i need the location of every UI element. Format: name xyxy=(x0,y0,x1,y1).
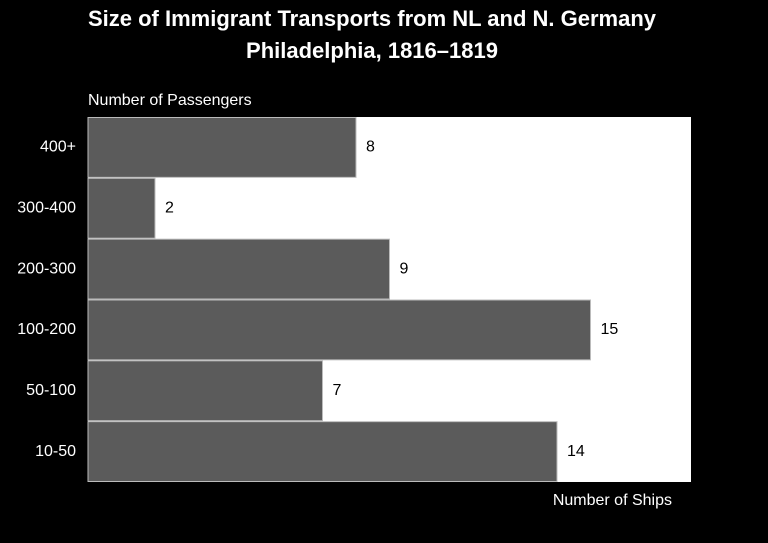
x-axis-label: Number of Ships xyxy=(553,492,672,509)
bar xyxy=(87,117,357,178)
value-label: 15 xyxy=(601,321,619,338)
chart-title: Size of Immigrant Transports from NL and… xyxy=(88,6,657,31)
y-tick-label: 400+ xyxy=(40,139,76,156)
bar xyxy=(87,360,323,422)
value-label: 9 xyxy=(400,260,409,277)
y-tick-label: 200-300 xyxy=(17,260,76,277)
value-label: 14 xyxy=(567,443,585,460)
bar xyxy=(87,421,558,482)
y-axis-label: Number of Passengers xyxy=(88,92,252,109)
bar xyxy=(87,177,156,239)
y-tick-label: 50-100 xyxy=(26,382,76,399)
value-label: 8 xyxy=(366,139,375,156)
value-label: 2 xyxy=(165,199,174,216)
chart-subtitle: Philadelphia, 1816–1819 xyxy=(246,38,498,63)
bar xyxy=(87,238,390,300)
bar xyxy=(87,299,591,361)
y-tick-label: 10-50 xyxy=(35,443,76,460)
y-tick-label: 300-400 xyxy=(17,199,76,216)
value-label: 7 xyxy=(333,382,342,399)
y-tick-label: 100-200 xyxy=(17,321,76,338)
